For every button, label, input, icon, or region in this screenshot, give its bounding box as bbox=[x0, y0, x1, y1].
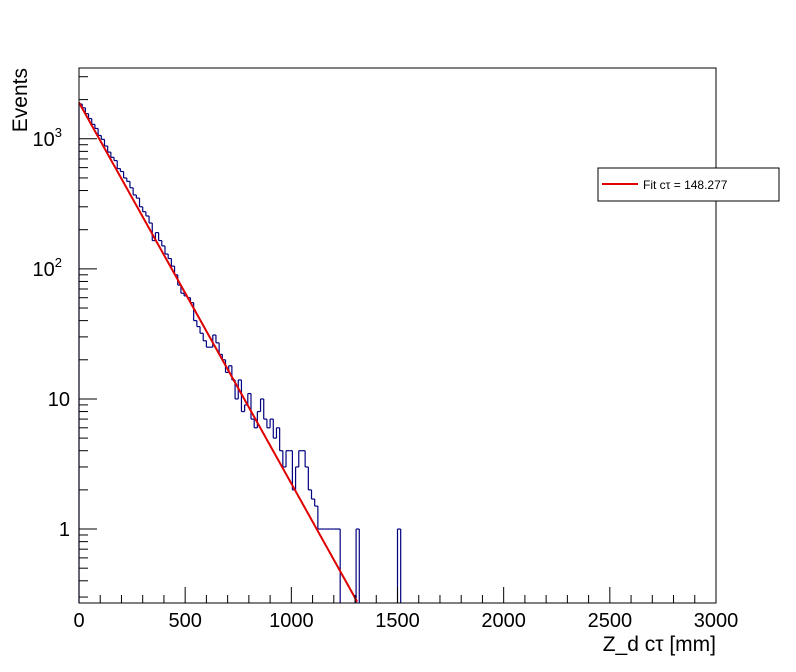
x-tick-label: 2000 bbox=[481, 610, 526, 632]
y-tick-label: 10 bbox=[48, 389, 70, 411]
plot-area bbox=[78, 102, 402, 603]
x-tick-label: 1000 bbox=[269, 610, 314, 632]
fit-curve bbox=[78, 102, 359, 603]
x-tick-label: 0 bbox=[73, 610, 84, 632]
x-tick-label: 2500 bbox=[588, 610, 633, 632]
plot-frame bbox=[78, 67, 717, 604]
y-tick-label: 1 bbox=[59, 519, 70, 541]
x-tick-label: 1500 bbox=[375, 610, 420, 632]
x-tick-label: 3000 bbox=[694, 610, 739, 632]
y-tick-exponent: 2 bbox=[55, 255, 62, 270]
y-tick-exponent: 3 bbox=[55, 125, 62, 140]
legend: Fit cτ = 148.277 bbox=[597, 167, 780, 202]
legend-fit-label: Fit cτ = 148.277 bbox=[643, 178, 728, 192]
x-tick-label: 500 bbox=[168, 610, 201, 632]
x-axis-title: Z_d cτ [mm] bbox=[603, 633, 716, 656]
y-axis-title: Events bbox=[9, 68, 32, 132]
y-tick-label: 103 bbox=[33, 125, 62, 151]
